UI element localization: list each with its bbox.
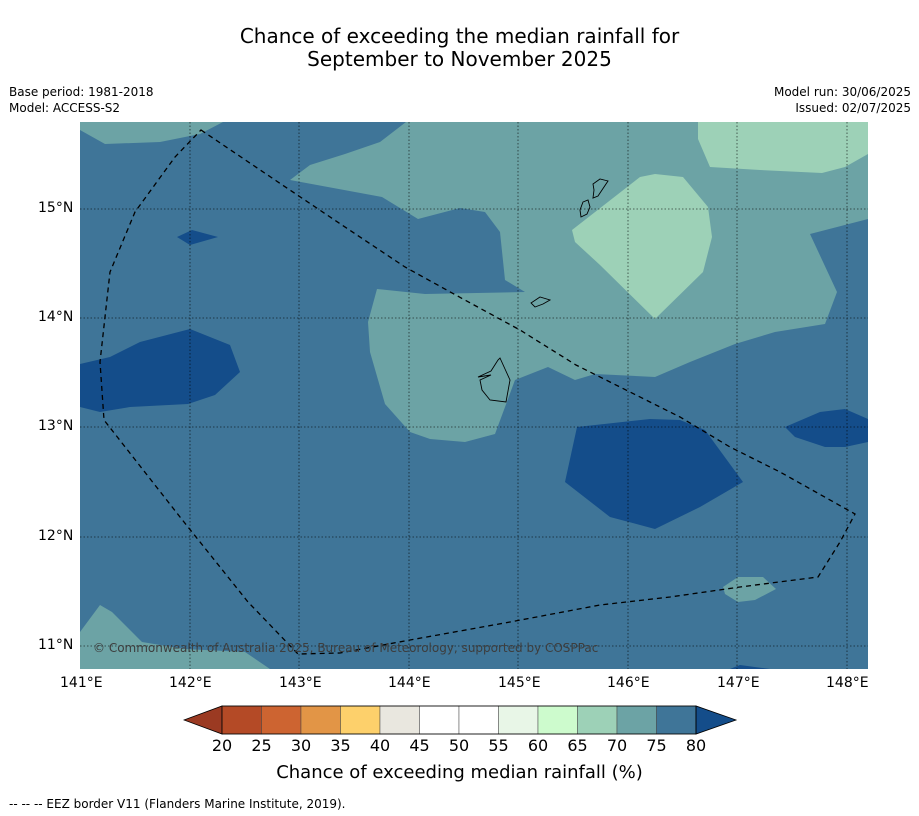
zone-above80-left (80, 329, 240, 412)
x-tick-143e: 143°E (279, 675, 322, 691)
colorbar-segment-above-80 (695, 705, 738, 735)
colorbar-tick-50: 50 (448, 736, 470, 755)
zone-above80-small-left (177, 230, 218, 245)
zone-above80-center (565, 419, 743, 529)
colorbar-tick-75: 75 (646, 736, 667, 755)
model-text: Model: ACCESS-S2 (9, 101, 121, 115)
map-title-line1: Chance of exceeding the median rainfall … (239, 24, 680, 48)
colorbar-tick-70: 70 (606, 736, 628, 755)
base-period-text: Base period: 1981-2018 (9, 85, 154, 99)
colorbar-title: Chance of exceeding median rainfall (%) (276, 762, 643, 783)
island-tinian (579, 199, 591, 218)
colorbar-segment-65-70 (577, 705, 618, 735)
island-saipan (592, 178, 609, 199)
island-guam (477, 357, 511, 403)
colorbar-segment-70-75 (616, 705, 657, 735)
x-tick-144e: 144°E (388, 675, 431, 691)
x-tick-148e: 148°E (826, 675, 869, 691)
y-tick-14n: 14°N (38, 309, 74, 325)
x-tick-146e: 146°E (607, 675, 650, 691)
x-tick-142e: 142°E (169, 675, 212, 691)
colorbar (183, 705, 738, 735)
colorbar-tick-80: 80 (685, 736, 707, 755)
colorbar-segment-20-25 (221, 705, 262, 735)
x-tick-141e: 141°E (60, 675, 103, 691)
eez-border (99, 129, 856, 655)
meta-right: Model run: 30/06/2025 Issued: 02/07/2025 (774, 84, 911, 116)
colorbar-tick-60: 60 (527, 736, 549, 755)
colorbar-segment-75-80 (656, 705, 697, 735)
map-gridlines (80, 122, 868, 669)
zone-65-70-center (572, 174, 712, 319)
copyright-watermark: © Commonwealth of Australia 2025, Bureau… (93, 641, 598, 655)
zone-70-75-bottom-right-small (723, 577, 776, 602)
zone-65-70-top-right (698, 122, 868, 173)
y-tick-15n: 15°N (38, 200, 74, 216)
colorbar-tick-35: 35 (330, 736, 351, 755)
islands (477, 178, 609, 403)
colorbar-segment-60-65 (537, 705, 578, 735)
colorbar-tick-55: 55 (488, 736, 509, 755)
y-tick-11n: 11°N (38, 637, 74, 653)
island-rota (530, 296, 552, 308)
model-run-text: Model run: 30/06/2025 (773, 85, 911, 99)
colorbar-segment-30-35 (300, 705, 341, 735)
x-tick-147e: 147°E (717, 675, 760, 691)
zone-70-75-bottom-left (80, 605, 270, 669)
eez-footer-note: -- -- -- EEZ border V11 (Flanders Marine… (9, 797, 346, 811)
colorbar-tick-20: 20 (211, 736, 233, 755)
x-tick-145e: 145°E (498, 675, 541, 691)
colorbar-segment-below-20 (183, 705, 223, 735)
map-title-line2: September to November 2025 (307, 47, 612, 71)
y-tick-13n: 13°N (38, 418, 74, 434)
colorbar-segment-45-50 (419, 705, 460, 735)
colorbar-tick-25: 25 (251, 736, 272, 755)
colorbar-tick-65: 65 (567, 736, 588, 755)
y-tick-12n: 12°N (38, 528, 74, 544)
colorbar-tick-45: 45 (409, 736, 430, 755)
colorbar-segment-50-55 (458, 705, 499, 735)
zone-70-75-top-left (80, 122, 223, 144)
colorbar-segment-55-60 (498, 705, 539, 735)
zone-70-75-top-right (290, 122, 868, 442)
colorbar-segment-40-45 (379, 705, 420, 735)
colorbar-segment-25-30 (261, 705, 302, 735)
rainfall-map: © Commonwealth of Australia 2025, Bureau… (80, 122, 868, 669)
meta-left: Base period: 1981-2018 Model: ACCESS-S2 (9, 84, 154, 116)
colorbar-tick-30: 30 (290, 736, 312, 755)
colorbar-tick-40: 40 (369, 736, 391, 755)
zone-above80-bottom (730, 665, 770, 669)
colorbar-segment-35-40 (340, 705, 381, 735)
issued-text: Issued: 02/07/2025 (795, 101, 911, 115)
